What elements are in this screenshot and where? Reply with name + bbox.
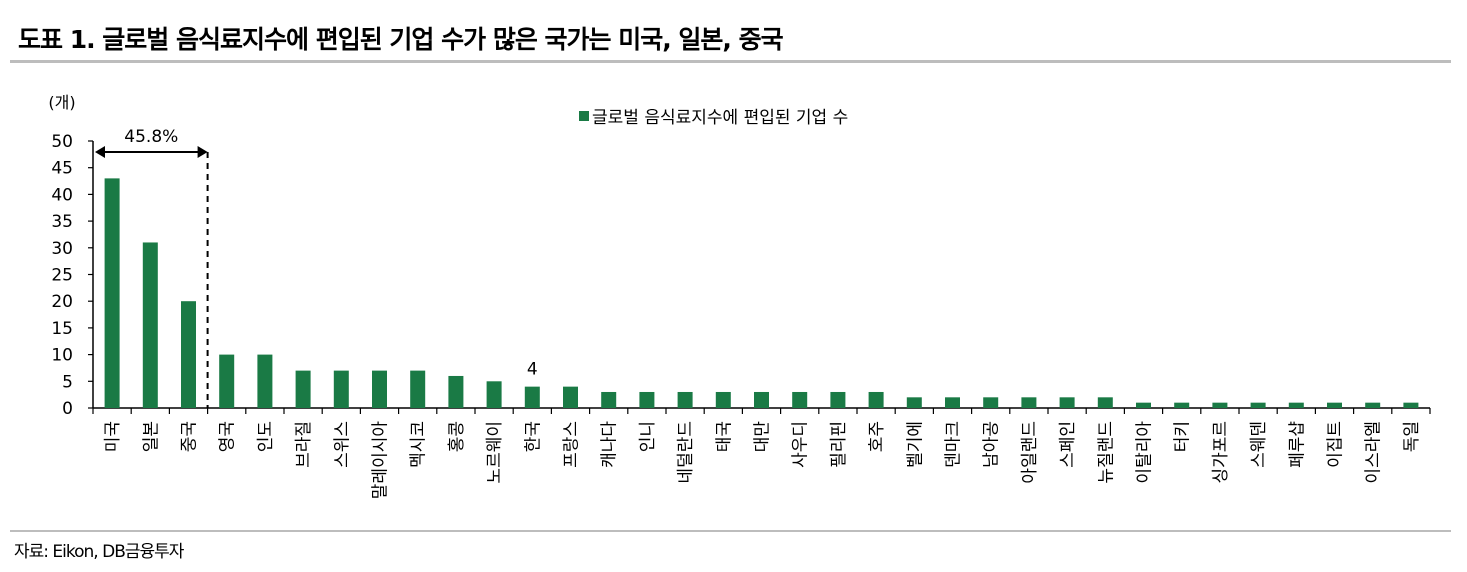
bar — [1097, 397, 1113, 408]
bar — [257, 354, 273, 408]
legend: 글로벌 음식료지수에 편입된 기업 수 — [579, 108, 848, 128]
bar — [142, 242, 158, 408]
x-tick-label: 터키 — [1173, 421, 1193, 452]
bar — [906, 397, 922, 408]
x-tick-label: 인니 — [638, 421, 658, 452]
y-tick-label: 30 — [51, 239, 73, 259]
x-tick-label: 말레이시아 — [371, 421, 391, 500]
bar — [1327, 402, 1342, 408]
x-tick-label: 아일랜드 — [1020, 421, 1040, 484]
footer-divider — [10, 530, 1451, 532]
span-share-label: 45.8% — [124, 127, 178, 147]
bar — [295, 370, 311, 408]
bar — [792, 391, 808, 408]
bar — [868, 391, 884, 408]
page-title: 도표 1. 글로벌 음식료지수에 편입된 기업 수가 많은 국가는 미국, 일본… — [18, 25, 784, 54]
x-tick-label: 필리핀 — [829, 421, 849, 468]
bar-series — [104, 178, 1419, 408]
x-tick-label: 브라질 — [294, 421, 314, 468]
x-tick-label: 대만 — [753, 421, 773, 453]
x-tick-label: 남아공 — [982, 421, 1002, 468]
bar — [677, 391, 693, 408]
legend-swatch — [579, 111, 589, 121]
x-tick-label: 스웨덴 — [1249, 421, 1269, 468]
x-axis: 미국 일본 중국 영국 인도 브라질 스위스 말레이시아 멕시코 홍콩 노르웨이 한국 프랑스 캐나다 인니… — [92, 407, 1431, 500]
y-tick-label: 45 — [51, 159, 73, 179]
legend-label: 글로벌 음식료지수에 편입된 기업 수 — [592, 108, 848, 128]
y-tick-label: 40 — [51, 185, 73, 205]
y-unit-label: (개) — [48, 93, 75, 112]
x-tick-label: 캐나다 — [600, 421, 620, 468]
bar — [1212, 402, 1228, 408]
x-tick-label: 덴마크 — [944, 421, 964, 468]
x-tick-label: 멕시코 — [409, 421, 429, 468]
x-tick-label: 미국 — [103, 421, 123, 452]
bar — [945, 397, 960, 408]
x-tick-label: 뉴질랜드 — [1096, 421, 1116, 484]
bar — [181, 301, 196, 408]
x-tick-label: 일본 — [141, 421, 161, 452]
x-tick-label: 프랑스 — [562, 421, 582, 468]
bar — [601, 391, 617, 408]
bar — [1250, 402, 1266, 408]
x-tick-label: 네덜란드 — [676, 421, 696, 484]
bar — [1365, 402, 1381, 408]
x-tick-label: 호주 — [867, 421, 887, 452]
x-tick-label: 영국 — [218, 421, 238, 452]
bar — [372, 370, 387, 408]
x-tick-label: 스위스 — [332, 421, 352, 468]
bar — [524, 386, 540, 408]
y-tick-label: 10 — [51, 346, 73, 366]
data-label: 4 — [527, 360, 538, 380]
bar — [715, 391, 731, 408]
x-tick-label: 노르웨이 — [485, 421, 505, 484]
x-tick-label: 한국 — [523, 421, 543, 452]
y-tick-label: 5 — [62, 372, 73, 392]
x-tick-label: 인도 — [256, 421, 276, 452]
bar — [486, 381, 502, 408]
bar — [1403, 402, 1419, 408]
bar — [410, 370, 426, 408]
x-tick-label: 중국 — [180, 421, 200, 452]
bar — [1288, 402, 1304, 408]
span-arrow-head-right — [197, 146, 208, 158]
bar — [1021, 397, 1037, 408]
x-tick-label: 홍콩 — [447, 421, 467, 452]
bar — [333, 370, 349, 408]
x-tick-label: 벨기에 — [905, 421, 925, 468]
title-divider — [10, 60, 1451, 63]
bar — [448, 375, 464, 408]
x-tick-label: 이스라엘 — [1364, 421, 1384, 484]
x-tick-label: 독일 — [1402, 421, 1422, 452]
bar — [219, 354, 235, 408]
bar — [563, 386, 578, 408]
y-tick-label: 50 — [51, 132, 73, 152]
bar — [1174, 402, 1190, 408]
x-tick-label: 이집트 — [1326, 421, 1346, 468]
bar-chart: (개) 0 5 10 15 20 25 30 35 40 45 50 미국 일본 중국 영국 인도 브라질 스위스… — [48, 93, 1431, 500]
y-tick-label: 15 — [51, 319, 73, 339]
y-tick-label: 0 — [62, 399, 73, 419]
bar — [104, 178, 120, 408]
x-tick-label: 페루샵 — [1287, 421, 1307, 468]
x-tick-label: 이탈리아 — [1135, 421, 1155, 484]
x-tick-label: 싱가포르 — [1211, 421, 1231, 484]
bar — [830, 391, 846, 408]
bar — [1059, 397, 1075, 408]
span-arrow-head-left — [95, 146, 105, 158]
bar — [639, 391, 655, 408]
y-tick-label: 25 — [51, 266, 73, 286]
y-axis: (개) 0 5 10 15 20 25 30 35 40 45 50 — [48, 93, 94, 419]
bar — [754, 391, 769, 408]
x-tick-label: 사우디 — [791, 421, 811, 468]
annotations: 45.8% 4 — [95, 127, 538, 408]
x-tick-label: 스페인 — [1058, 421, 1078, 468]
y-tick-label: 35 — [51, 212, 73, 232]
bar — [983, 397, 999, 408]
source-note: 자료: Eikon, DB금융투자 — [14, 542, 184, 562]
y-tick-label: 20 — [51, 292, 73, 312]
bar — [1136, 402, 1151, 408]
x-tick-label: 태국 — [714, 421, 734, 452]
